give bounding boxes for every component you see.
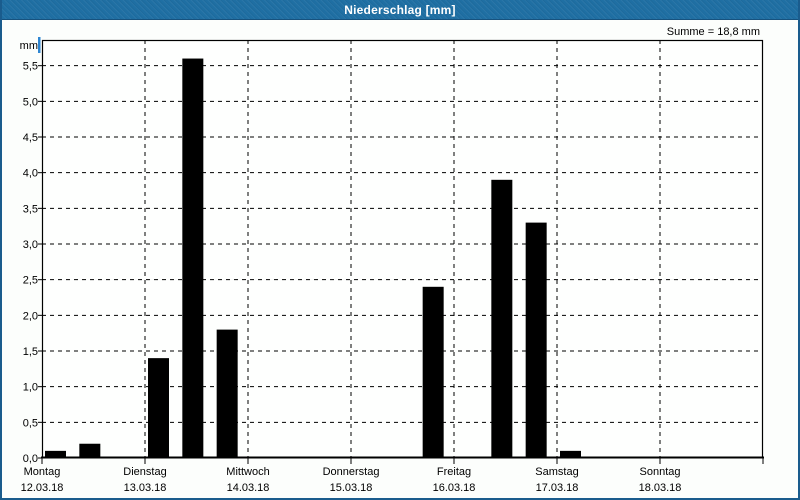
cursor-marker[interactable] [38,37,41,53]
y-tick-label: 5,0 [23,96,38,108]
y-axis-unit-label: mm [20,40,38,52]
x-weekday-label: Montag [24,466,61,478]
precipitation-bar [79,443,101,458]
y-tick-label: 4,5 [23,132,38,144]
y-tick-label: 1,0 [23,382,38,394]
y-tick-label: 0,5 [23,417,38,429]
y-tick-label: 4,0 [23,168,38,180]
sum-label: Summe = 18,8 mm [667,26,760,38]
x-date-label: 16.03.18 [433,482,476,494]
title-bar[interactable]: Niederschlag [mm] [2,0,798,20]
precipitation-bar [525,222,547,458]
precipitation-bar [216,329,238,458]
y-tick-label: 0,0 [23,453,38,465]
x-weekday-label: Dienstag [123,466,166,478]
x-weekday-label: Mittwoch [226,466,269,478]
x-date-label: 12.03.18 [21,482,64,494]
precipitation-bar [182,58,204,458]
y-tick-label: 2,5 [23,275,38,287]
x-weekday-label: Freitag [437,466,471,478]
y-tick-label: 3,0 [23,239,38,251]
x-weekday-label: Samstag [535,466,578,478]
precipitation-bar [560,450,581,458]
precipitation-bar [45,450,66,458]
window-title: Niederschlag [mm] [344,2,456,17]
x-date-label: 17.03.18 [536,482,579,494]
x-weekday-label: Sonntag [640,466,681,478]
x-date-label: 13.03.18 [124,482,167,494]
x-weekday-label: Donnerstag [323,466,380,478]
y-tick-label: 3,5 [23,203,38,215]
y-tick-label: 5,5 [23,61,38,73]
precipitation-bar [491,179,513,458]
x-date-label: 18.03.18 [639,482,682,494]
x-date-label: 15.03.18 [330,482,373,494]
y-tick-label: 2,0 [23,310,38,322]
precipitation-bar [422,286,444,458]
x-date-label: 14.03.18 [227,482,270,494]
precipitation-bar [148,358,169,458]
y-tick-label: 1,5 [23,346,38,358]
